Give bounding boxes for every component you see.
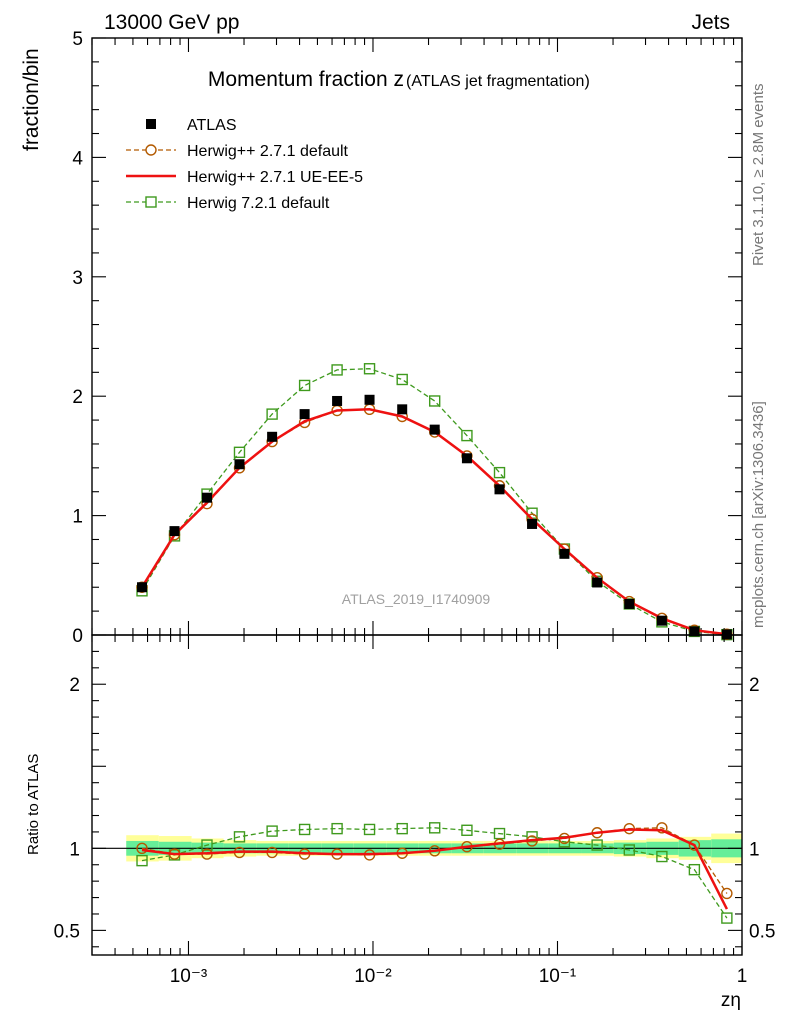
series-line (141, 827, 728, 919)
data-point (493, 466, 506, 479)
rivet-label: Rivet 3.1.10, ≥ 2.8M events (750, 84, 767, 267)
data-point (298, 379, 311, 392)
y-tick-label: 1 (72, 507, 83, 528)
data-point (688, 839, 701, 851)
y-tick-label: 2 (69, 675, 80, 696)
data-point (201, 839, 213, 851)
data-point (332, 395, 343, 406)
y-tick-label: 3 (72, 268, 83, 289)
data-point (397, 404, 408, 415)
ratio-panel: 10⁻³ 10⁻² 10⁻¹ 1 0.5 0.5 1 1 2 2 Ratio to ATLAS z… (25, 634, 775, 1011)
data-point (721, 887, 733, 900)
data-point (591, 839, 603, 851)
data-point (267, 431, 278, 442)
data-point (721, 912, 733, 924)
data-point (461, 429, 473, 442)
legend-label: Herwig++ 2.7.1 UE-EE-5 (187, 169, 363, 186)
data-point (527, 518, 538, 529)
data-point (656, 850, 668, 863)
main-title-sub: (ATLAS jet fragmentation) (406, 73, 590, 90)
data-point (331, 822, 343, 835)
main-title: Momentum fraction z (208, 68, 404, 91)
data-point (363, 363, 376, 375)
series-line (141, 368, 727, 636)
data-point (299, 409, 310, 420)
data-point (429, 424, 440, 435)
data-point (234, 459, 245, 470)
y-tick-label-right: 1 (749, 839, 760, 860)
x-tick-label: 1 (737, 966, 748, 987)
data-point (688, 863, 701, 876)
x-tick-label: 10⁻² (354, 966, 392, 987)
data-point (298, 823, 311, 836)
legend: ATLAS Herwig++ 2.7.1 default Herwig++ 2.7.… (126, 117, 363, 212)
ratio-ylabel: Ratio to ATLAS (25, 754, 42, 855)
data-point (428, 822, 441, 834)
header-left: 13000 GeV pp (104, 11, 239, 34)
data-point (656, 822, 668, 834)
ratio-frame (91, 634, 743, 956)
data-point (623, 844, 635, 856)
series-line (141, 827, 728, 894)
series-line (141, 828, 729, 910)
y-tick-label-right: 0.5 (749, 921, 775, 942)
y-tick-label: 2 (72, 387, 83, 408)
data-point (559, 548, 570, 559)
data-point (624, 598, 635, 609)
data-point (689, 626, 700, 637)
y-tick-label: 5 (72, 29, 83, 50)
y-tick-label-right: 2 (749, 675, 760, 696)
data-point (656, 615, 667, 626)
legend-marker (145, 144, 157, 156)
data-point (494, 484, 505, 495)
data-point (396, 822, 408, 835)
data-point (428, 395, 441, 407)
data-point (136, 854, 148, 867)
data-point (136, 842, 148, 855)
watermark: ATLAS_2019_I1740909 (342, 591, 491, 607)
mcplots-label: mcplots.cern.ch [arXiv:1306.3436] (750, 401, 767, 628)
y-tick-label: 1 (69, 839, 80, 860)
data-point (364, 394, 375, 405)
data-point (233, 831, 246, 843)
legend-marker-atlas (146, 119, 156, 129)
data-point (363, 823, 376, 836)
data-point (137, 582, 148, 593)
legend-label: Herwig 7.2.1 default (187, 195, 330, 212)
legend-label: ATLAS (187, 117, 237, 134)
data-point (331, 364, 343, 376)
data-point (266, 408, 278, 420)
x-tick-label: 10⁻³ (170, 966, 208, 987)
data-point (592, 577, 603, 588)
y-tick-label: 0 (72, 626, 83, 647)
data-point (169, 526, 180, 537)
y-tick-label: 4 (72, 148, 83, 169)
legend-marker (145, 196, 157, 208)
data-point (461, 453, 472, 464)
data-point (201, 492, 212, 503)
header-right: Jets (691, 11, 730, 34)
data-point (233, 446, 246, 459)
data-point (526, 831, 538, 843)
main-ylabel: fraction/bin (20, 48, 43, 151)
data-point (461, 824, 473, 836)
y-tick-label: 0.5 (54, 921, 80, 942)
main-panel: 0 1 2 3 4 5 Momentum fraction z (ATLAS jet fr… (20, 29, 743, 647)
ratio-xlabel: zη (721, 990, 741, 1011)
data-point (396, 373, 408, 386)
x-tick-label: 10⁻¹ (539, 966, 577, 987)
data-point (266, 825, 278, 837)
legend-label: Herwig++ 2.7.1 default (187, 143, 349, 160)
